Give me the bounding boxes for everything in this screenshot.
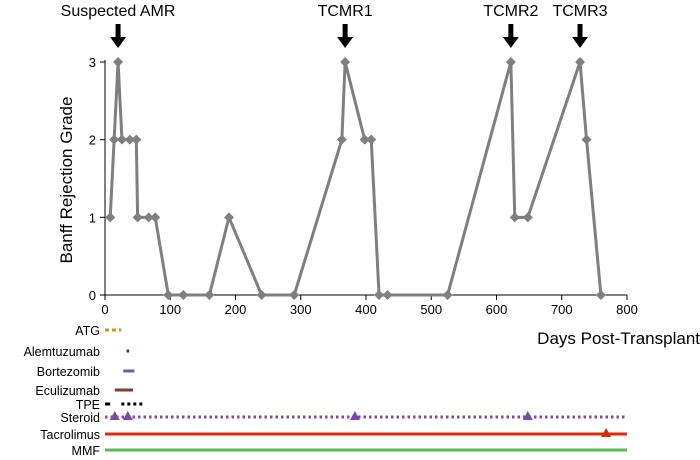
data-point: [113, 57, 124, 67]
treatment-marker: [601, 428, 612, 437]
tick-labels: 0 1 2 3 0 100 200 300 400 500 600 700 800: [89, 55, 638, 317]
data-point: [505, 57, 516, 67]
data-point: [150, 212, 161, 223]
data-point: [581, 134, 592, 145]
data-point: [109, 134, 120, 145]
treatment-marker: [122, 411, 133, 420]
treatment-timeline: ATG Alemtuzumab Bortezomib EculizumabTPESte…: [24, 324, 627, 458]
treatment-label: Tacrolimus: [40, 428, 100, 442]
data-point: [442, 290, 453, 300]
treatment-label: TPE: [76, 398, 100, 412]
treatment-label: Eculizumab: [35, 384, 100, 398]
x-tick-label: 500: [420, 302, 442, 317]
y-axis-label: Banff Rejection Grade: [57, 97, 76, 264]
treatment-label: Bortezomib: [37, 365, 100, 379]
axes: [100, 60, 628, 300]
annotation-label: Suspected AMR: [61, 3, 176, 20]
data-point: [575, 57, 586, 67]
x-tick-label: 300: [290, 302, 312, 317]
data-point: [124, 134, 135, 145]
data-point: [336, 134, 347, 145]
data-point: [595, 290, 606, 300]
treatment-label: Steroid: [60, 411, 100, 425]
x-tick-label: 800: [616, 302, 638, 317]
y-tick-label: 1: [89, 210, 96, 225]
treatment-label: MMF: [72, 444, 101, 455]
annotation-arrow-head: [337, 37, 354, 48]
treatment-marker: [109, 411, 120, 420]
data-point: [178, 290, 189, 300]
y-tick-label: 2: [89, 133, 96, 148]
annotation-label: TCMR3: [552, 3, 607, 20]
annotation-arrow-head: [502, 37, 519, 48]
data-point: [374, 290, 385, 300]
x-tick-label: 100: [159, 302, 181, 317]
data-point: [382, 290, 393, 300]
data-point: [256, 290, 267, 300]
treatment-label: Alemtuzumab: [24, 345, 100, 359]
treatment-label: ATG: [75, 324, 100, 338]
x-tick-label: 200: [225, 302, 247, 317]
data-point: [366, 134, 377, 145]
y-tick-label: 0: [89, 288, 96, 303]
treatment-marker: [522, 411, 533, 420]
annotation-arrow-head: [110, 37, 127, 48]
data-series: [105, 57, 606, 300]
annotation-label: TCMR1: [318, 3, 373, 20]
data-point: [289, 290, 300, 300]
data-point: [105, 212, 116, 223]
data-point: [340, 57, 351, 67]
data-point: [223, 212, 234, 223]
data-point: [509, 212, 520, 223]
x-tick-label: 600: [486, 302, 508, 317]
x-tick-label: 400: [355, 302, 377, 317]
data-point: [116, 134, 127, 145]
data-point: [522, 212, 533, 223]
annotation-arrow-head: [572, 37, 589, 48]
series-line: [108, 60, 603, 297]
data-point: [359, 134, 370, 145]
annotations: Suspected AMR TCMR1 TCMR2 TCMR3: [61, 3, 608, 48]
data-point: [163, 290, 174, 300]
data-point: [132, 212, 143, 223]
data-point: [131, 134, 142, 145]
x-tick-label: 700: [551, 302, 573, 317]
data-point: [143, 212, 154, 223]
data-point: [204, 290, 215, 300]
x-axis-label: Days Post-Transplant: [537, 329, 700, 348]
x-tick-label: 0: [101, 302, 108, 317]
y-tick-label: 3: [89, 55, 96, 70]
treatment-marker: [349, 411, 360, 420]
annotation-label: TCMR2: [483, 3, 538, 20]
